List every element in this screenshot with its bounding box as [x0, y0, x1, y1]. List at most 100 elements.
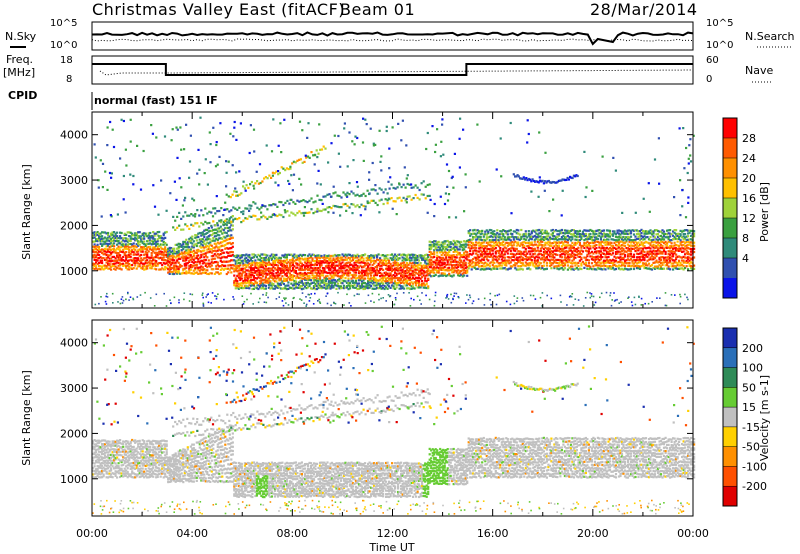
data-cell: [248, 259, 251, 263]
data-cell: [126, 231, 129, 234]
data-cell: [204, 245, 207, 248]
data-cell: [572, 246, 575, 249]
data-cell: [364, 287, 367, 290]
data-cell: [478, 235, 481, 238]
data-cell: [254, 280, 257, 283]
data-cell: [580, 258, 583, 261]
data-cell: [266, 277, 269, 280]
data-cell: [688, 264, 691, 268]
data-cell: [365, 259, 368, 262]
data-cell: [333, 274, 337, 277]
data-cell: [315, 279, 319, 283]
data-cell: [198, 250, 201, 253]
data-cell: [302, 274, 305, 277]
data-cell: [362, 281, 365, 285]
data-cell: [460, 243, 463, 247]
data-cell: [258, 266, 261, 269]
data-cell: [299, 281, 302, 284]
data-cell: [147, 232, 150, 235]
data-cell: [270, 274, 273, 277]
data-cell: [382, 278, 385, 281]
data-cell: [617, 238, 621, 241]
data-cell: [192, 249, 195, 252]
data-cell: [574, 256, 577, 259]
data-cell: [189, 248, 192, 251]
data-cell: [578, 259, 581, 262]
data-cell: [158, 268, 161, 271]
data-cell: [291, 274, 294, 277]
data-cell: [590, 241, 593, 244]
data-cell: [198, 225, 201, 228]
data-cell: [261, 264, 264, 267]
data-cell: [536, 249, 539, 252]
data-cell: [614, 259, 618, 262]
data-cell: [682, 247, 685, 250]
data-cell: [290, 279, 293, 282]
data-cell: [122, 244, 125, 247]
data-cell: [354, 255, 358, 258]
data-cell: [643, 241, 646, 244]
data-cell: [392, 274, 395, 277]
data-cell: [233, 267, 236, 270]
data-cell: [412, 265, 415, 268]
data-cell: [359, 274, 362, 277]
data-cell: [418, 281, 421, 284]
data-cell: [397, 258, 400, 261]
data-cell: [392, 268, 395, 271]
data-cell: [623, 259, 627, 262]
data-cell: [566, 238, 569, 242]
data-cell: [446, 245, 449, 248]
data-cell: [622, 230, 625, 233]
data-cell: [448, 269, 451, 272]
data-cell: [302, 199, 305, 202]
data-cell: [161, 267, 164, 270]
data-cell: [389, 277, 392, 280]
data-cell: [529, 247, 532, 250]
data-cell: [452, 264, 455, 267]
data-cell: [467, 262, 470, 265]
data-cell: [284, 269, 287, 272]
data-cell: [650, 233, 654, 236]
data-cell: [156, 240, 159, 243]
data-cell: [282, 254, 285, 257]
data-cell: [304, 200, 307, 203]
data-cell: [669, 229, 672, 232]
data-cell: [270, 282, 273, 285]
data-cell: [598, 234, 601, 238]
data-cell: [560, 253, 563, 256]
data-cell: [299, 286, 302, 290]
data-cell: [347, 279, 350, 282]
data-cell: [376, 269, 379, 272]
data-cell: [126, 245, 129, 248]
data-cell: [592, 256, 595, 259]
data-cell: [102, 243, 105, 246]
data-cell: [505, 268, 508, 271]
data-cell: [125, 265, 128, 268]
data-cell: [475, 238, 478, 241]
data-cell: [270, 276, 273, 279]
data-cell: [321, 279, 325, 282]
data-cell: [617, 232, 621, 235]
data-cell: [484, 239, 487, 242]
data-cell: [119, 264, 122, 267]
data-cell: [560, 238, 563, 241]
data-cell: [267, 281, 270, 284]
data-cell: [153, 262, 156, 265]
data-cell: [506, 238, 509, 241]
data-cell: [391, 281, 394, 284]
data-cell: [521, 233, 524, 236]
data-cell: [354, 256, 358, 259]
data-cell: [412, 261, 415, 265]
data-cell: [107, 231, 110, 235]
data-cell: [338, 206, 341, 209]
data-cell: [419, 283, 422, 286]
data-cell: [440, 249, 443, 252]
data-cell: [281, 260, 284, 263]
data-cell: [300, 280, 303, 283]
data-cell: [634, 261, 637, 264]
data-cell: [183, 252, 186, 255]
data-cell: [673, 266, 676, 269]
data-cell: [243, 267, 246, 270]
data-cell: [270, 267, 273, 270]
data-cell: [300, 268, 303, 271]
